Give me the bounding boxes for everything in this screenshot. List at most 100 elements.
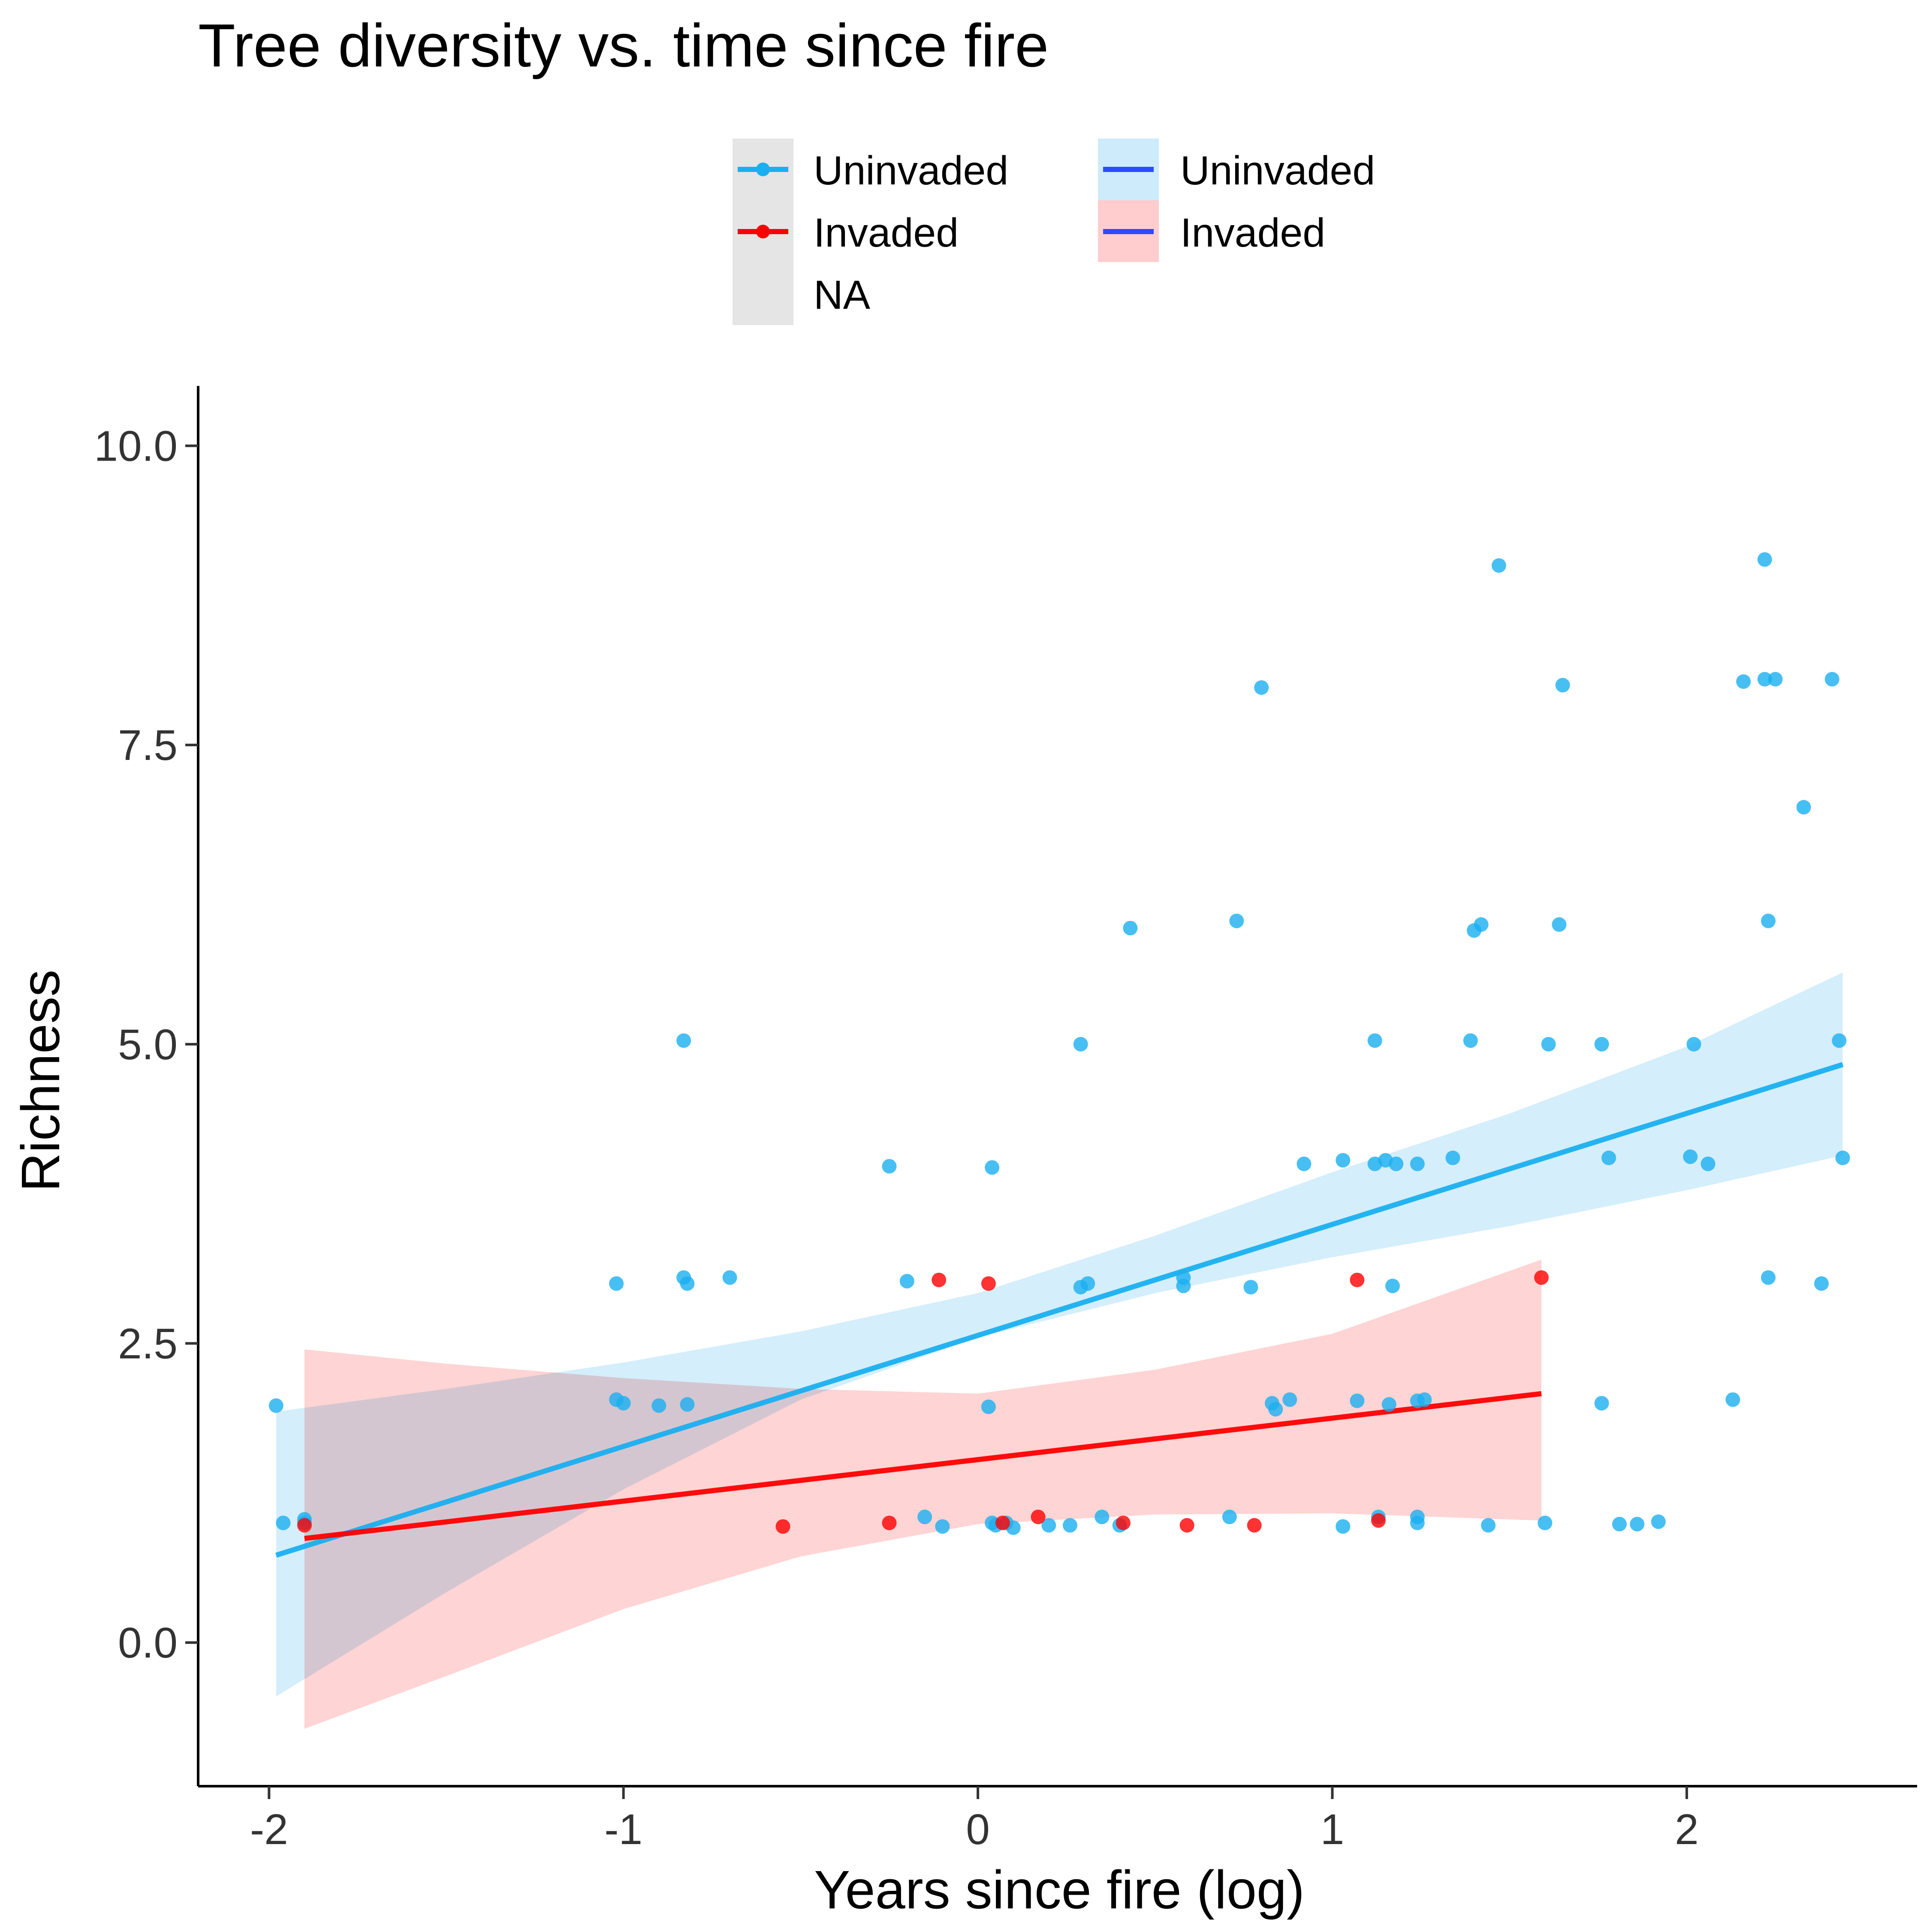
point-uninvaded xyxy=(1686,1037,1701,1052)
point-uninvaded xyxy=(1757,672,1772,687)
point-uninvaded xyxy=(276,1516,291,1531)
y-tick-label: 0.0 xyxy=(118,1619,178,1667)
point-uninvaded xyxy=(1538,1516,1553,1531)
legend-label-ribbon-invaded: Invaded xyxy=(1180,210,1325,256)
point-uninvaded xyxy=(676,1033,691,1048)
point-invaded xyxy=(775,1519,790,1534)
legend-point-uninvaded xyxy=(756,163,770,176)
point-uninvaded xyxy=(1367,1033,1382,1048)
fit-line-uninvaded xyxy=(275,1062,1844,1558)
ci-band-invaded xyxy=(304,1260,1542,1729)
point-uninvaded xyxy=(1601,1150,1616,1165)
legend-label-invaded: Invaded xyxy=(814,210,959,256)
point-uninvaded xyxy=(1683,1149,1698,1164)
point-uninvaded xyxy=(985,1160,1000,1175)
legend-label-ribbon-uninvaded: Uninvaded xyxy=(1180,148,1375,193)
x-axis-title: Years since fire (log) xyxy=(814,1860,1305,1920)
point-uninvaded xyxy=(680,1276,695,1291)
chart-title: Tree diversity vs. time since fire xyxy=(198,12,1049,80)
point-uninvaded xyxy=(1222,1510,1237,1525)
point-invaded xyxy=(932,1272,947,1287)
point-uninvaded xyxy=(1410,1156,1425,1171)
point-uninvaded xyxy=(882,1159,897,1174)
point-invaded xyxy=(1371,1513,1386,1528)
point-uninvaded xyxy=(616,1396,631,1411)
point-uninvaded xyxy=(1336,1519,1351,1534)
point-uninvaded xyxy=(1062,1518,1077,1533)
x-tick-label: 1 xyxy=(1321,1805,1345,1854)
x-axis-ticks: -2 -1 0 1 2 xyxy=(250,1786,1699,1854)
point-uninvaded xyxy=(1474,917,1489,932)
y-tick-label: 7.5 xyxy=(118,721,178,769)
point-uninvaded xyxy=(651,1398,666,1413)
x-tick-label: 2 xyxy=(1675,1805,1699,1854)
point-uninvaded xyxy=(1757,552,1772,567)
point-uninvaded xyxy=(1491,558,1506,573)
point-uninvaded xyxy=(1824,672,1840,687)
point-invaded xyxy=(1534,1270,1549,1285)
point-uninvaded xyxy=(1481,1518,1496,1533)
point-uninvaded xyxy=(1123,921,1138,936)
point-uninvaded xyxy=(1594,1396,1609,1411)
point-uninvaded xyxy=(1350,1393,1365,1408)
point-uninvaded xyxy=(1268,1402,1283,1417)
point-uninvaded xyxy=(981,1399,996,1414)
point-uninvaded xyxy=(1651,1514,1666,1529)
point-invaded xyxy=(1116,1516,1131,1531)
point-uninvaded xyxy=(1041,1518,1056,1533)
y-tick-label: 10.0 xyxy=(94,422,178,470)
point-uninvaded xyxy=(1796,800,1811,815)
point-uninvaded xyxy=(1463,1033,1478,1048)
y-axis-title: Richness xyxy=(10,970,71,1192)
point-invaded xyxy=(1247,1518,1262,1533)
point-uninvaded xyxy=(1768,672,1783,687)
point-uninvaded xyxy=(1282,1392,1297,1407)
point-uninvaded xyxy=(1229,913,1244,928)
point-uninvaded xyxy=(1254,680,1269,695)
point-uninvaded xyxy=(1541,1037,1556,1052)
point-uninvaded xyxy=(1389,1156,1404,1171)
point-uninvaded xyxy=(1725,1392,1740,1407)
point-uninvaded xyxy=(1594,1037,1609,1052)
point-uninvaded xyxy=(680,1397,695,1412)
point-uninvaded xyxy=(722,1270,737,1285)
point-uninvaded xyxy=(1080,1276,1095,1291)
point-uninvaded xyxy=(268,1398,283,1413)
point-uninvaded xyxy=(1832,1033,1847,1048)
point-uninvaded xyxy=(917,1510,932,1525)
x-tick-label: -1 xyxy=(604,1805,642,1854)
point-uninvaded xyxy=(1297,1156,1312,1171)
point-uninvaded xyxy=(1095,1510,1110,1525)
point-invaded xyxy=(1031,1510,1046,1525)
point-uninvaded xyxy=(899,1274,914,1289)
point-uninvaded xyxy=(1630,1516,1645,1531)
legend-label-uninvaded: Uninvaded xyxy=(814,148,1008,193)
point-uninvaded xyxy=(1761,1270,1776,1285)
fit-line-invaded xyxy=(304,1391,1542,1541)
point-uninvaded xyxy=(1814,1276,1829,1291)
point-uninvaded xyxy=(1176,1270,1191,1285)
point-uninvaded xyxy=(1555,678,1570,693)
point-invaded xyxy=(297,1518,312,1533)
point-uninvaded xyxy=(1612,1516,1627,1531)
point-uninvaded xyxy=(1381,1397,1396,1412)
x-tick-label: -2 xyxy=(250,1805,288,1854)
point-uninvaded xyxy=(1243,1280,1258,1295)
fit-lines xyxy=(275,1062,1844,1558)
point-invaded xyxy=(1179,1518,1194,1533)
point-uninvaded xyxy=(1445,1150,1460,1165)
point-uninvaded xyxy=(1761,913,1776,928)
point-uninvaded xyxy=(1336,1153,1351,1168)
y-tick-label: 2.5 xyxy=(118,1320,178,1368)
point-uninvaded xyxy=(1835,1150,1850,1165)
point-uninvaded xyxy=(1701,1156,1716,1171)
point-invaded xyxy=(995,1516,1010,1531)
point-invaded xyxy=(1350,1272,1365,1287)
legend-label-na: NA xyxy=(814,272,871,318)
point-uninvaded xyxy=(1552,917,1567,932)
point-invaded xyxy=(981,1276,996,1291)
point-uninvaded xyxy=(1410,1516,1425,1531)
point-uninvaded xyxy=(935,1519,950,1534)
